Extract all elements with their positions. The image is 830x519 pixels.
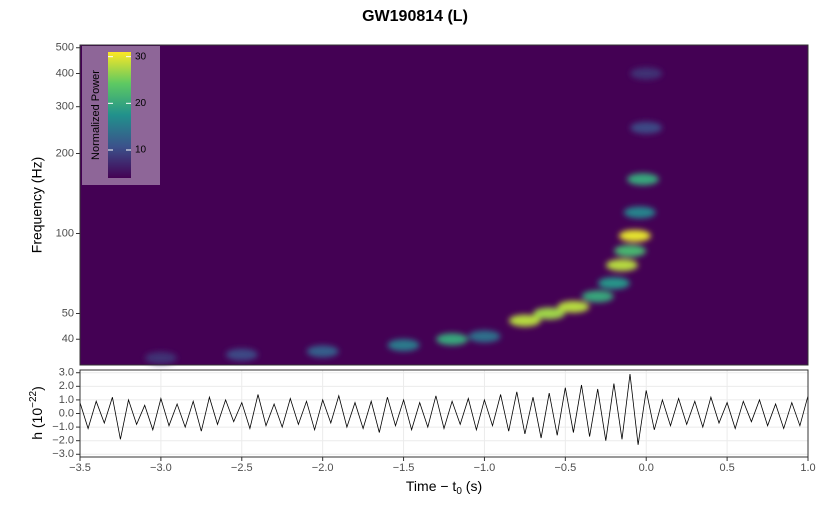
colorbar-tick-label: 10 <box>135 145 147 156</box>
y-tick-label: 50 <box>62 307 74 319</box>
track-blob <box>626 173 659 186</box>
track-blob <box>468 330 501 343</box>
y-axis-title-exponent: −22 <box>28 390 39 407</box>
y-tick-label: 1.0 <box>59 394 74 406</box>
x-tick-label: −2.5 <box>231 462 253 474</box>
spectrogram-background <box>80 45 808 365</box>
x-tick-label: 1.0 <box>800 462 815 474</box>
colorbar-tick-label: 30 <box>135 51 147 62</box>
x-tick-label: 0.5 <box>719 462 734 474</box>
x-tick-label: −2.0 <box>312 462 334 474</box>
x-tick-label: −0.5 <box>554 462 576 474</box>
track-blob <box>436 333 469 346</box>
y-tick-label: 100 <box>56 227 74 239</box>
x-tick-label: −3.5 <box>69 462 91 474</box>
track-blob <box>618 229 651 242</box>
y-tick-label: 200 <box>56 147 74 159</box>
track-blob <box>605 259 638 272</box>
x-tick-label: −1.5 <box>393 462 415 474</box>
track-blob <box>597 277 630 290</box>
track-blob <box>630 121 663 134</box>
track-blob <box>557 300 590 313</box>
x-tick-label: −3.0 <box>150 462 172 474</box>
spectrogram-frame <box>79 44 809 366</box>
x-axis-title: Time − t0 (s) <box>406 478 482 497</box>
y-axis-title: h (10−22) <box>28 386 45 440</box>
y-tick-label: 500 <box>56 42 74 54</box>
y-tick-label: 300 <box>56 101 74 113</box>
track-blob <box>306 345 339 358</box>
y-tick-label: 40 <box>62 333 74 345</box>
y-tick-label: −3.0 <box>52 448 74 460</box>
track-blob <box>225 348 258 361</box>
track-blob <box>144 352 177 365</box>
track-blob <box>623 206 656 219</box>
colorbar-label: Normalized Power <box>90 70 102 160</box>
y-tick-label: 400 <box>56 67 74 79</box>
y-axis-title: Frequency (Hz) <box>29 157 45 253</box>
y-axis-title-end: ) <box>29 386 45 391</box>
x-tick-label: 0.0 <box>639 462 654 474</box>
y-tick-label: 0.0 <box>59 407 74 419</box>
colorbar <box>108 52 131 178</box>
y-axis-title-main: h (10 <box>29 408 45 440</box>
colorbar-tick-label: 20 <box>135 98 147 109</box>
track-blob <box>581 290 614 303</box>
strain-line <box>79 374 809 445</box>
x-axis-title-end: (s) <box>462 478 482 494</box>
track-blob <box>508 314 541 327</box>
chart-title: GW190814 (L) <box>362 8 468 25</box>
y-tick-label: 2.0 <box>59 380 74 392</box>
y-tick-label: −1.0 <box>52 421 74 433</box>
track-layer <box>144 67 663 365</box>
y-tick-label: −2.0 <box>52 435 74 447</box>
mark-layer <box>79 374 809 445</box>
y-tick-label: 3.0 <box>59 367 74 379</box>
track-blob <box>630 67 663 80</box>
x-axis-title-main: Time − t <box>406 478 457 494</box>
track-blob <box>533 307 566 320</box>
track-blob <box>387 339 420 352</box>
x-axis-title-sub: 0 <box>456 486 462 497</box>
track-blob <box>614 244 647 257</box>
x-tick-label: −1.0 <box>474 462 496 474</box>
